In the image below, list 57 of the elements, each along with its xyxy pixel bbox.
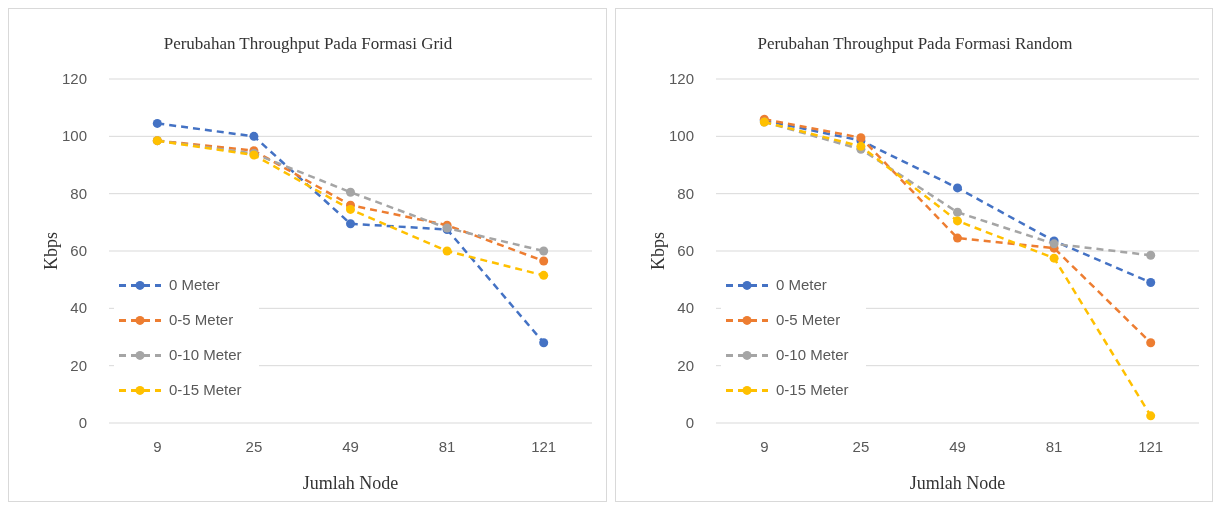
point <box>346 219 355 229</box>
y-tick-label: 80 <box>70 184 87 202</box>
point <box>152 118 162 128</box>
x-tick-label: 81 <box>438 438 456 455</box>
point <box>1145 250 1155 260</box>
point <box>952 183 962 193</box>
point <box>952 233 962 243</box>
y-tick-label: 80 <box>676 184 694 202</box>
y-tick-label: 40 <box>70 299 87 317</box>
point <box>1145 338 1155 348</box>
y-tick-label: 40 <box>676 299 694 317</box>
chart-title: Perubahan Throughput Pada Formasi Grid <box>163 34 453 53</box>
y-tick-label: 0 <box>685 414 694 431</box>
legend-label: 0-10 Meter <box>775 346 849 364</box>
legend-label: 0-15 Meter <box>169 381 242 399</box>
x-axis-title: Jumlah Node <box>909 473 1005 493</box>
x-tick-label: 25 <box>245 438 263 455</box>
point <box>346 204 355 214</box>
point <box>539 246 549 256</box>
y-tick-label: 60 <box>70 242 87 259</box>
y-axis-title: Kbps <box>41 231 61 271</box>
x-tick-label: 121 <box>531 438 557 455</box>
point <box>952 207 962 217</box>
y-axis-title: Kbps <box>647 231 668 271</box>
legend-label: 0-15 Meter <box>775 381 849 399</box>
point <box>1145 411 1155 421</box>
legend-label: 0-5 Meter <box>775 311 840 329</box>
x-axis-title: Jumlah Node <box>302 473 399 493</box>
x-tick-label: 49 <box>948 438 966 455</box>
y-tick-label: 120 <box>668 70 694 87</box>
y-tick-label: 60 <box>676 242 694 259</box>
legend-label: 0-5 Meter <box>169 311 234 329</box>
point <box>952 216 962 226</box>
legend-label: 0-10 Meter <box>169 346 242 364</box>
point <box>539 338 549 348</box>
x-tick-label: 9 <box>153 438 162 455</box>
y-tick-label: 0 <box>78 414 87 431</box>
x-tick-label: 25 <box>852 438 869 455</box>
point <box>442 246 452 256</box>
x-tick-label: 81 <box>1045 438 1062 455</box>
point <box>346 187 355 197</box>
point <box>539 270 549 280</box>
y-tick-label: 20 <box>70 356 87 374</box>
point <box>249 131 259 141</box>
y-tick-label: 100 <box>61 127 87 145</box>
point <box>1145 278 1155 288</box>
legend-label: 0 Meter <box>169 276 220 294</box>
point <box>539 256 549 266</box>
x-tick-label: 9 <box>759 438 768 455</box>
x-tick-label: 49 <box>342 438 359 455</box>
y-tick-label: 20 <box>676 356 694 374</box>
y-tick-label: 120 <box>61 70 87 87</box>
point <box>1049 253 1059 263</box>
x-tick-label: 121 <box>1137 438 1163 455</box>
chart-title: Perubahan Throughput Pada Formasi Random <box>756 34 1073 53</box>
y-tick-label: 100 <box>668 127 694 145</box>
legend-label: 0 Meter <box>775 276 827 294</box>
